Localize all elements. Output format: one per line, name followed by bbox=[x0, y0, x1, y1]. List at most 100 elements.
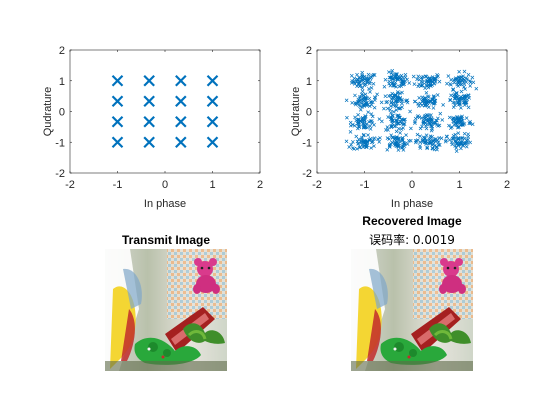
received-sample-point bbox=[368, 76, 373, 81]
received-sample-point bbox=[415, 115, 420, 120]
received-sample-point bbox=[399, 127, 404, 131]
received-sample-point bbox=[413, 119, 417, 124]
received-sample-point bbox=[454, 149, 459, 153]
received-sample-point bbox=[366, 110, 371, 115]
received-sample-point bbox=[385, 147, 390, 152]
y-tick-label: 1 bbox=[306, 76, 312, 88]
received-sample-point bbox=[448, 98, 453, 103]
received-sample-point bbox=[372, 73, 377, 77]
received-sample-point bbox=[370, 100, 375, 105]
received-sample-point bbox=[363, 92, 368, 97]
received-sample-point bbox=[460, 139, 465, 144]
received-sample-point bbox=[455, 82, 460, 87]
received-sample-point bbox=[345, 115, 349, 120]
y-tick-label: 0 bbox=[306, 107, 312, 119]
received-sample-point bbox=[422, 140, 427, 145]
constellation-point bbox=[175, 115, 187, 128]
received-sample-point bbox=[416, 104, 421, 108]
received-sample-point bbox=[353, 82, 357, 86]
x-tick-label: 0 bbox=[409, 179, 415, 191]
received-sample-point bbox=[436, 140, 441, 144]
received-sample-point bbox=[456, 118, 461, 123]
received-sample-point bbox=[462, 131, 467, 136]
y-tick-label: 0 bbox=[59, 107, 65, 119]
received-sample-point bbox=[383, 94, 388, 99]
received-sample-point bbox=[430, 127, 435, 131]
received-sample-point bbox=[387, 70, 391, 74]
received-sample-point bbox=[467, 121, 472, 125]
received-sample-point bbox=[459, 146, 463, 151]
received-sample-point bbox=[451, 136, 455, 141]
received-sample-point bbox=[455, 141, 459, 146]
received-sample-point bbox=[432, 143, 437, 148]
received-sample-point bbox=[367, 119, 371, 124]
received-sample-point bbox=[456, 136, 461, 140]
received-sample-point bbox=[368, 136, 373, 141]
received-sample-point bbox=[356, 97, 361, 102]
received-sample-point bbox=[454, 123, 459, 127]
received-sample-point bbox=[365, 100, 369, 105]
received-sample-point bbox=[395, 140, 400, 145]
received-sample-point bbox=[361, 124, 366, 129]
received-sample-point bbox=[353, 115, 357, 120]
received-sample-point bbox=[423, 86, 427, 91]
received-sample-point bbox=[408, 138, 413, 143]
received-sample-point bbox=[429, 124, 433, 129]
received-sample-point bbox=[366, 133, 370, 137]
received-sample-point bbox=[453, 132, 458, 137]
received-sample-point bbox=[420, 99, 425, 104]
received-sample-point bbox=[449, 125, 454, 129]
received-sample-point bbox=[422, 116, 427, 121]
received-sample-point bbox=[402, 144, 407, 149]
received-sample-point bbox=[394, 73, 399, 78]
received-sample-point bbox=[397, 136, 401, 141]
received-sample-point bbox=[433, 139, 438, 144]
received-sample-point bbox=[462, 103, 467, 107]
received-sample-point bbox=[387, 81, 391, 86]
received-sample-point bbox=[411, 74, 416, 79]
received-sample-point bbox=[387, 94, 391, 98]
received-sample-point bbox=[355, 146, 359, 151]
received-sample-point bbox=[380, 119, 384, 124]
received-sample-point bbox=[398, 131, 402, 135]
received-sample-point bbox=[407, 81, 412, 85]
received-sample-point bbox=[457, 75, 461, 80]
transmit-constellation-axes: -2 -1 0 1 2 -2 -1 0 1 2 In phase Qudrature bbox=[42, 45, 263, 210]
received-sample-point bbox=[461, 143, 466, 148]
received-sample-point bbox=[461, 100, 466, 105]
received-sample-point bbox=[401, 118, 406, 122]
x-tick-label: -1 bbox=[113, 179, 123, 191]
received-sample-point bbox=[404, 133, 408, 137]
received-sample-point bbox=[426, 105, 431, 110]
received-sample-point bbox=[388, 115, 393, 119]
received-sample-point bbox=[391, 109, 396, 114]
received-sample-point bbox=[460, 118, 465, 123]
received-sample-point bbox=[394, 119, 399, 124]
received-sample-point bbox=[418, 144, 422, 148]
received-sample-point bbox=[434, 144, 439, 149]
received-sample-point bbox=[357, 75, 361, 80]
received-sample-point bbox=[430, 97, 435, 102]
received-sample-point bbox=[390, 119, 395, 124]
received-sample-point bbox=[448, 82, 452, 86]
received-sample-point bbox=[421, 119, 426, 124]
received-sample-point bbox=[423, 124, 428, 128]
constellation-point bbox=[143, 136, 155, 149]
x-tick-label: 2 bbox=[504, 179, 510, 191]
received-sample-point bbox=[425, 146, 429, 151]
received-sample-point bbox=[459, 82, 464, 87]
received-sample-point bbox=[361, 97, 365, 102]
received-sample-point bbox=[360, 77, 364, 82]
received-sample-point bbox=[362, 138, 366, 143]
recovered-image-title: Recovered Image bbox=[362, 214, 462, 228]
constellation-point bbox=[206, 74, 219, 87]
received-sample-point bbox=[369, 112, 374, 116]
received-sample-point bbox=[362, 104, 367, 109]
received-sample-point bbox=[394, 129, 399, 134]
received-sample-point bbox=[362, 132, 366, 137]
received-sample-point bbox=[367, 104, 372, 108]
constellation-point bbox=[175, 95, 187, 108]
received-sample-point bbox=[447, 115, 452, 120]
constellation-point bbox=[143, 74, 155, 87]
transmit-y-axis-label: Qudrature bbox=[42, 87, 54, 137]
